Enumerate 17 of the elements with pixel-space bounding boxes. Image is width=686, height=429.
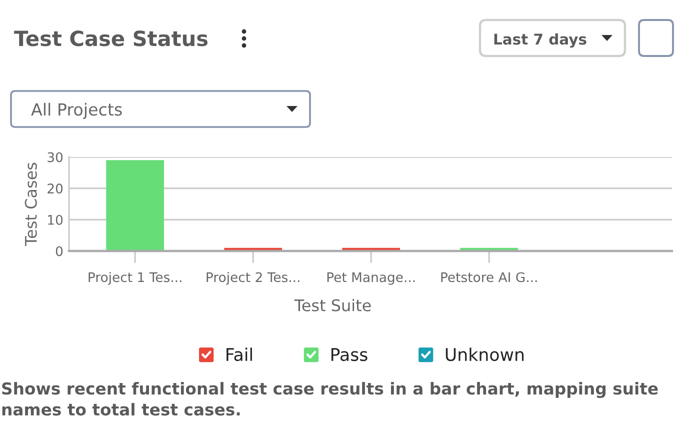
legend-label: Pass [331,348,368,362]
y-axis-title: Test Cases [24,162,37,246]
legend-label: Fail [226,348,252,362]
y-tick-label: 0 [56,246,63,256]
chart-title: Test Case Status [14,30,208,46]
x-axis-title: Test Suite [294,299,371,312]
x-tick-label: Project 1 Tes... [88,272,182,285]
text: All Projects [31,102,122,119]
x-tick-label: Pet Manage... [327,272,415,285]
y-tick-label: 30 [48,152,63,162]
text: Last 7 days [494,33,586,48]
text: Shows recent functional test case results in a bar chart, mapping suite names to total test cases. [2,382,658,416]
y-tick-label: 20 [48,184,63,194]
legend-label: Unknown [446,348,524,362]
y-tick-label: 10 [48,214,63,225]
x-tick-label: Petstore AI G... [441,272,537,282]
x-tick-label: Project 2 Tes... [206,272,300,285]
